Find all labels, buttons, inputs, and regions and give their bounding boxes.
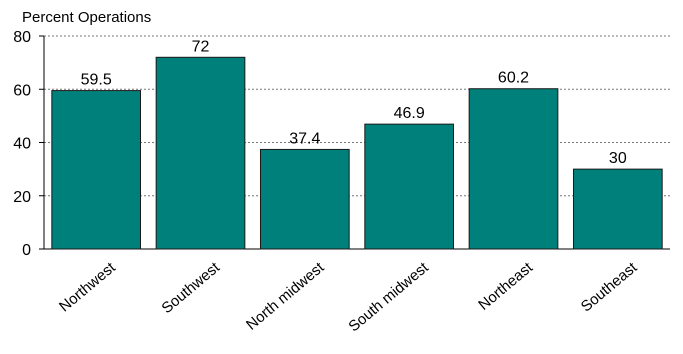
data-label: 59.5 (81, 72, 112, 89)
bar-5 (572, 168, 663, 250)
x-tick-label: North midwest (243, 259, 328, 334)
x-tick-label: Southwest (158, 259, 223, 318)
bar-0 (51, 90, 142, 250)
y-tick-label: 40 (13, 136, 31, 153)
y-tick-label: 20 (13, 189, 31, 206)
y-tick-label: 60 (13, 82, 31, 99)
bar-2 (259, 148, 350, 250)
data-label: 60.2 (498, 70, 529, 87)
y-tick-label: 0 (22, 242, 31, 259)
y-tick-label: 80 (13, 29, 31, 46)
x-tick-label: South midwest (345, 259, 432, 336)
bar-1 (155, 56, 246, 250)
x-tick-label: Southeast (578, 259, 641, 316)
x-tick-label: Northeast (475, 259, 536, 314)
data-label: 37.4 (289, 130, 320, 147)
bar-3 (364, 123, 455, 250)
data-label: 46.9 (394, 105, 425, 122)
data-label: 72 (192, 38, 210, 55)
x-tick-label: Northwest (56, 259, 119, 316)
bar-4 (468, 88, 559, 250)
y-axis-title: Percent Operations (22, 9, 152, 26)
data-label: 30 (609, 150, 627, 167)
